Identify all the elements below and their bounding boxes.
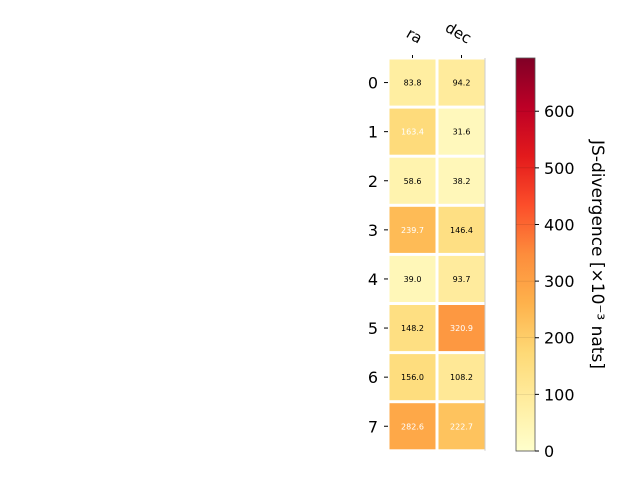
cell-value-label: 163.4 [401, 128, 424, 137]
heatmap-cell [389, 108, 436, 155]
heatmap-cell [389, 403, 436, 450]
colorbar-tick-label: 600 [544, 102, 575, 121]
heatmap-cell [389, 255, 436, 302]
colorbar-gradient [515, 57, 536, 452]
heatmap-cell [389, 59, 436, 106]
cell-value-label: 38.2 [453, 177, 471, 186]
heatmap-cell [438, 157, 485, 204]
heatmap-cell [438, 403, 485, 450]
heatmap-cell [438, 354, 485, 401]
heatmap-cell [438, 305, 485, 352]
cell-value-label: 93.7 [453, 275, 471, 284]
colorbar-tick-label: 400 [544, 215, 575, 234]
colorbar-tick-label: 100 [544, 385, 575, 404]
cell-value-label: 83.8 [404, 79, 422, 88]
y-tick-label: 3 [368, 221, 378, 240]
colorbar-tick-label: 200 [544, 329, 575, 348]
colorbar-label: JS-divergence [×10⁻³ nats] [587, 139, 607, 369]
y-tick-label: 1 [368, 123, 378, 142]
y-tick-label: 6 [368, 368, 378, 387]
x-tick-label: ra [403, 24, 425, 47]
colorbar-tick-label: 300 [544, 272, 575, 291]
colorbar-tick-label: 500 [544, 159, 575, 178]
heatmap-cell [438, 206, 485, 253]
heatmap-cell [438, 59, 485, 106]
cell-value-label: 58.6 [404, 177, 422, 186]
y-tick-label: 2 [368, 172, 378, 191]
cell-value-label: 108.2 [450, 373, 473, 382]
heatmap-cell [389, 305, 436, 352]
cell-value-label: 31.6 [453, 128, 471, 137]
cell-value-label: 94.2 [453, 79, 471, 88]
heatmap-cell [389, 157, 436, 204]
cell-value-label: 239.7 [401, 226, 424, 235]
cell-value-label: 222.7 [450, 422, 473, 431]
heatmap-cell [389, 354, 436, 401]
cell-value-label: 148.2 [401, 324, 424, 333]
y-tick-label: 7 [368, 417, 378, 436]
heatmap-cell [438, 108, 485, 155]
heatmap-plot: 83.8 94.2 163.4 31.6 58.6 38.2 239.7 146.4 39.0 9… [368, 18, 486, 451]
x-tick-label: dec [442, 18, 474, 47]
colorbar: 0 100 200 300 400 500 600 JS-divergence [×10⁻³ … [515, 57, 607, 461]
heatmap-cell [438, 255, 485, 302]
heatmap-cell [389, 206, 436, 253]
y-tick-label: 0 [368, 74, 378, 93]
cell-value-label: 39.0 [404, 275, 422, 284]
y-tick-label: 5 [368, 319, 378, 338]
colorbar-tick-label: 0 [544, 442, 554, 461]
cell-value-label: 282.6 [401, 422, 424, 431]
y-tick-label: 4 [368, 270, 378, 289]
cell-value-label: 146.4 [450, 226, 473, 235]
cell-value-label: 156.0 [401, 373, 424, 382]
cell-value-label: 320.9 [450, 324, 473, 333]
